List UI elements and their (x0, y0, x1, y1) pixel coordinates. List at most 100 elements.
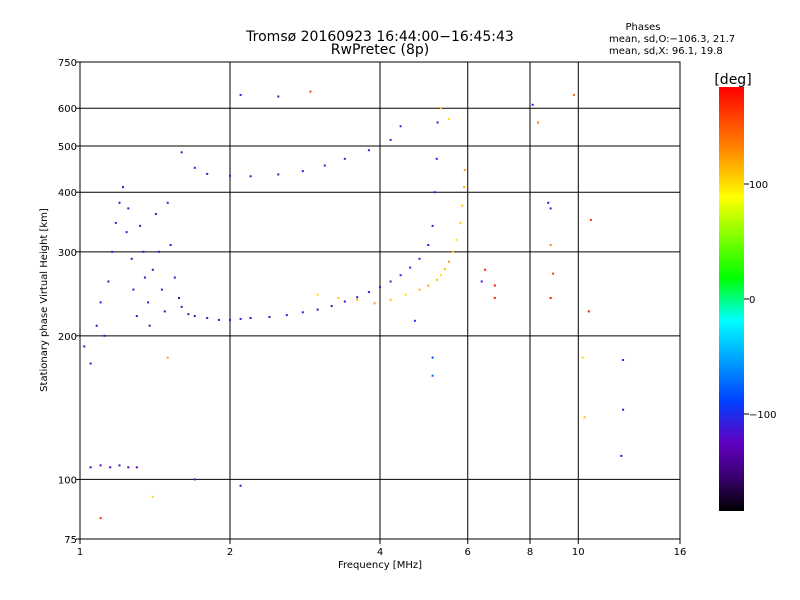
echo-point (431, 224, 434, 227)
chart-title: Tromsø 20160923 16:44:00−16:45:43 (245, 29, 514, 45)
echo-point (549, 244, 552, 246)
y-tick-label: 600 (58, 104, 77, 115)
y-tick-label: 200 (58, 332, 77, 343)
echo-point (330, 305, 333, 307)
echo-point (239, 484, 242, 487)
echo-point (103, 334, 106, 337)
stats-x-mode: mean, sd,X: 96.1, 19.8 (609, 46, 723, 57)
echo-point (427, 284, 430, 287)
echo-point (239, 317, 242, 320)
echo-point (268, 316, 271, 318)
echo-point (427, 244, 430, 246)
y-tick-label: 300 (58, 248, 77, 259)
echo-point (229, 174, 231, 177)
echo-point (389, 138, 392, 141)
echo-point (439, 274, 442, 277)
echo-point (547, 201, 550, 204)
echo-point (435, 157, 438, 160)
echo-point (89, 362, 92, 365)
echo-point (151, 268, 154, 271)
y-tick-label: 100 (58, 475, 77, 486)
x-tick-label: 2 (227, 547, 233, 558)
echo-point (622, 408, 625, 411)
echo-point (107, 280, 110, 283)
echo-point (583, 416, 586, 419)
x-axis-ticks: 1 2 4 6 8 10 16 (77, 539, 686, 558)
echo-point (537, 121, 539, 124)
echo-point (463, 169, 466, 172)
echo-point (178, 297, 180, 299)
echo-point (443, 268, 446, 271)
colorbar-tick-label: 0 (749, 295, 755, 306)
echo-point (367, 149, 370, 152)
echo-point (239, 93, 242, 96)
echo-point (142, 250, 145, 253)
echo-point (367, 291, 370, 294)
y-axis-label: Stationary phase Virtual Height [km] (39, 208, 50, 392)
echo-point (436, 121, 439, 124)
echo-point (399, 125, 402, 128)
echo-point (480, 280, 483, 283)
echo-point (193, 478, 196, 481)
echo-point (148, 324, 151, 327)
stats-o-mode: mean, sd,O:−106.3, 21.7 (609, 34, 735, 45)
echo-point (581, 356, 584, 359)
echo-point (343, 300, 346, 303)
x-tick-label: 8 (527, 547, 533, 558)
echo-point (193, 166, 196, 169)
echo-point (118, 201, 121, 204)
chart-subtitle: RwPretec (8p) (331, 42, 429, 58)
echo-point (356, 298, 359, 301)
echo-point (187, 313, 190, 316)
echo-point (431, 356, 434, 359)
echo-point (99, 464, 102, 467)
echo-point (433, 191, 436, 194)
echo-point (132, 288, 135, 291)
echo-point (389, 280, 392, 283)
echo-point (455, 238, 458, 241)
echo-point (587, 310, 590, 313)
echo-point (206, 317, 209, 319)
echo-point (217, 318, 220, 321)
echo-point (125, 231, 128, 234)
x-tick-label: 6 (465, 547, 471, 558)
echo-point (147, 301, 150, 304)
echo-point (493, 297, 496, 299)
y-tick-label: 75 (64, 535, 77, 546)
echo-point (431, 374, 434, 377)
echo-point (249, 317, 252, 319)
data-points (83, 90, 625, 519)
echo-point (249, 175, 252, 178)
echo-point (160, 288, 163, 291)
echo-point (109, 466, 112, 469)
echo-point (114, 221, 117, 224)
echo-point (309, 90, 312, 93)
y-tick-label: 500 (58, 142, 77, 153)
echo-point (459, 221, 462, 224)
echo-point (531, 103, 534, 106)
echo-point (139, 224, 142, 227)
echo-point (343, 157, 346, 160)
echo-point (277, 173, 280, 176)
stats-heading: Phases (625, 22, 660, 33)
echo-point (418, 288, 421, 291)
echo-point (83, 345, 86, 348)
grid-lines (80, 62, 680, 539)
echo-point (127, 466, 130, 469)
echo-point (157, 250, 160, 253)
echo-point (439, 107, 442, 110)
echo-point (135, 315, 138, 318)
echo-point (572, 93, 575, 96)
echo-point (484, 268, 487, 271)
echo-point (404, 293, 407, 296)
echo-point (337, 297, 340, 299)
echo-point (173, 276, 176, 279)
colorbar-ticks: 100 0 −100 (744, 180, 776, 421)
echo-point (111, 250, 114, 253)
echo-point (166, 201, 169, 204)
x-tick-label: 4 (377, 547, 383, 558)
echo-point (154, 213, 157, 215)
echo-point (99, 517, 102, 519)
echo-point (180, 305, 183, 308)
